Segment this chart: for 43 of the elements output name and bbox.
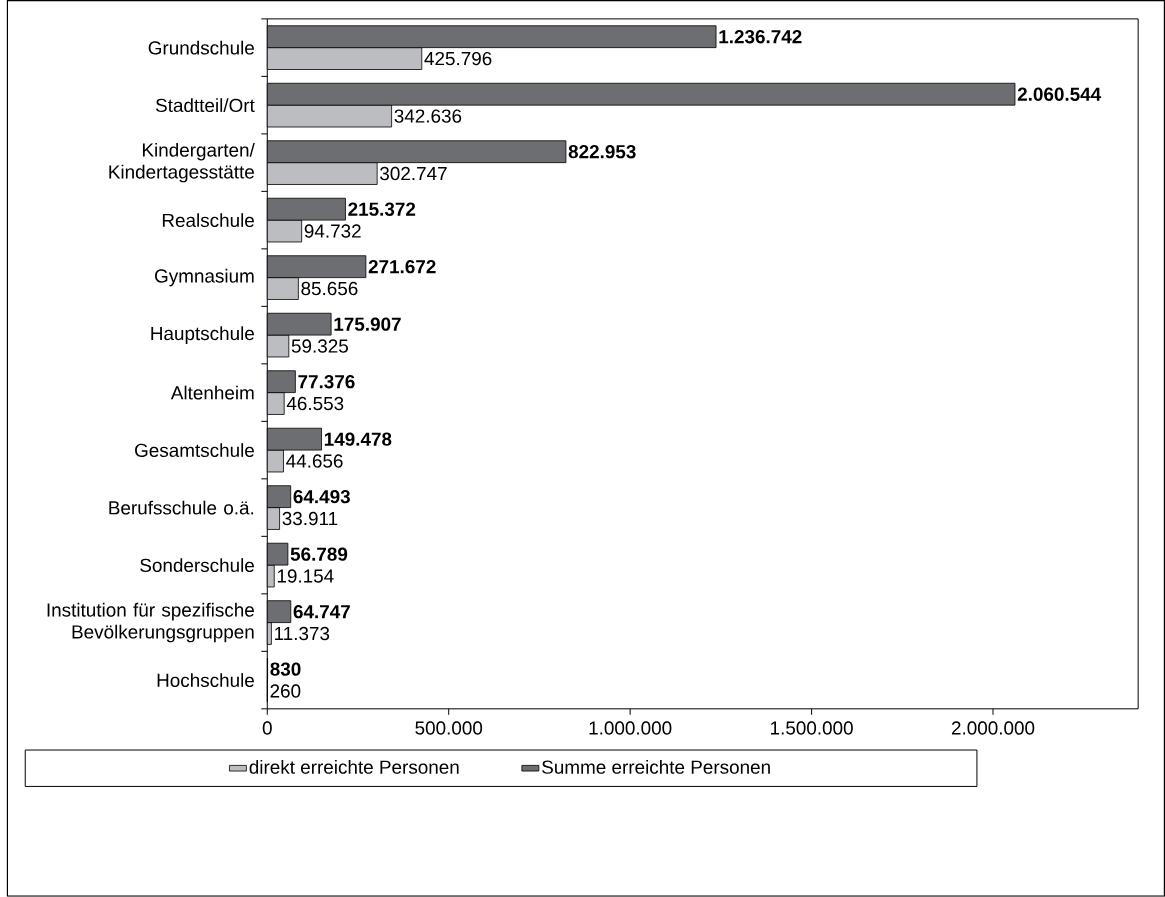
y-tick-label: Gesamtschule bbox=[135, 443, 254, 458]
data-label: 59.325 bbox=[291, 339, 348, 353]
x-tick-label: 0 bbox=[262, 721, 272, 735]
y-tick-label: Stadtteil/Ort bbox=[155, 98, 255, 113]
data-label: 271.672 bbox=[368, 260, 436, 274]
y-tick-label: Hochschule bbox=[157, 673, 254, 688]
data-label: 85.656 bbox=[301, 282, 358, 296]
data-label: 19.154 bbox=[277, 569, 334, 583]
data-label: 46.553 bbox=[286, 396, 344, 411]
data-label: 56.789 bbox=[290, 547, 348, 561]
data-label: 64.747 bbox=[293, 605, 350, 619]
y-tick-label: Sonderschule bbox=[140, 558, 254, 573]
x-tick-label: 500.000 bbox=[415, 721, 483, 735]
data-label: 94.732 bbox=[304, 224, 361, 238]
y-tick-label: Realschule bbox=[162, 213, 254, 228]
data-label: 342.636 bbox=[394, 109, 462, 123]
data-label: 33.911 bbox=[282, 511, 338, 526]
data-label: 830 bbox=[270, 662, 301, 676]
y-tick-label: Kindergarten/ Kindertagesstätte bbox=[109, 143, 255, 183]
data-label: 260 bbox=[270, 684, 301, 698]
data-label: 302.747 bbox=[380, 167, 447, 181]
data-label: 64.493 bbox=[293, 490, 350, 504]
data-label: 11.373 bbox=[275, 626, 330, 641]
y-tick-label: Altenheim bbox=[170, 385, 254, 400]
data-label: 2.060.544 bbox=[1017, 87, 1102, 102]
data-label: 77.376 bbox=[298, 375, 355, 389]
data-label: 175.907 bbox=[334, 317, 401, 331]
legend-label: Summe erreichte Personen bbox=[542, 760, 770, 774]
y-tick-label: Hauptschule bbox=[151, 326, 254, 345]
data-label: 149.478 bbox=[324, 432, 392, 446]
y-tick-label: Berufsschule o.ä. bbox=[109, 500, 254, 515]
y-tick-label: Gymnasium bbox=[155, 268, 254, 287]
x-tick-label: 2.000.000 bbox=[951, 721, 1035, 735]
data-label: 425.796 bbox=[424, 52, 492, 66]
data-label: 822.953 bbox=[568, 145, 636, 159]
legend-label: direkt erreichte Personen bbox=[249, 760, 459, 774]
x-tick-label: 1.500.000 bbox=[771, 721, 853, 735]
y-tick-label: Grundschule bbox=[148, 40, 254, 55]
data-label: 215.372 bbox=[348, 202, 416, 217]
data-label: 1.236.742 bbox=[719, 30, 802, 44]
y-tick-label: Institution für spezifische Bevölkerungsgruppen bbox=[47, 602, 254, 643]
data-label: 44.656 bbox=[286, 454, 343, 468]
x-tick-label: 1.000.000 bbox=[589, 721, 672, 735]
